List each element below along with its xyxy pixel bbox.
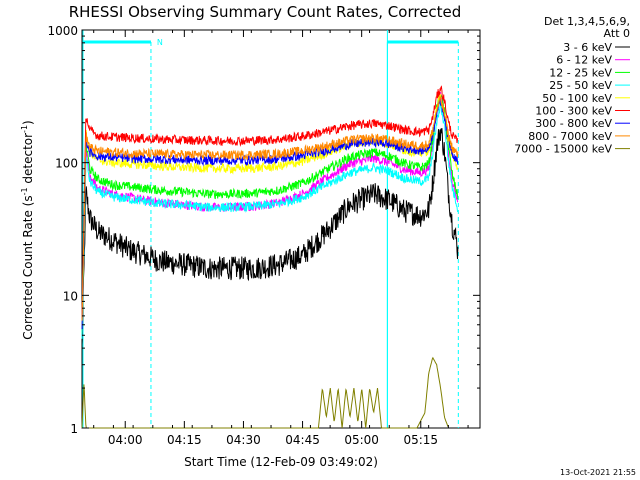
legend-entry-label: 3 - 6 keV	[563, 41, 612, 54]
series-line	[81, 92, 459, 334]
timestamp-footer: 13-Oct-2021 21:55	[560, 468, 636, 477]
legend-entry-label: 800 - 7000 keV	[528, 130, 612, 143]
series-line	[81, 103, 459, 339]
series-line	[81, 95, 459, 321]
x-tick-label: 04:00	[108, 433, 143, 447]
x-tick-label: 05:15	[403, 433, 438, 447]
legend-entry-label: 300 - 800 keV	[535, 117, 612, 130]
legend-entry-label: 50 - 100 keV	[542, 92, 612, 105]
legend-header: Det 1,3,4,5,6,9,	[544, 15, 630, 28]
legend-entry-label: 12 - 25 keV	[549, 66, 612, 79]
series-line	[81, 128, 459, 345]
legend-entry-label: 100 - 300 keV	[535, 105, 612, 118]
y-tick-label: 10	[63, 289, 78, 303]
plot-frame	[81, 29, 481, 429]
legend-entry-label: 6 - 12 keV	[556, 54, 612, 67]
series-line	[81, 98, 459, 330]
series-line	[81, 85, 459, 320]
x-tick-label: 04:15	[167, 433, 202, 447]
night-flag-label: N	[157, 38, 163, 47]
x-tick-label: 04:30	[226, 433, 261, 447]
y-tick-label: 100	[55, 157, 78, 171]
x-axis-label: Start Time (12-Feb-09 03:49:02)	[184, 455, 378, 469]
y-axis-label: Corrected Count Rate (s-1 detector-1)	[20, 120, 35, 339]
chart-title: RHESSI Observing Summary Count Rates, Co…	[69, 3, 462, 21]
series-line	[81, 356, 449, 429]
legend-entry-label: 25 - 50 keV	[549, 79, 612, 92]
legend-header: Att 0	[604, 27, 630, 40]
y-tick-label: 1	[70, 422, 78, 436]
x-tick-label: 05:00	[344, 433, 379, 447]
y-tick-label: 1000	[47, 24, 78, 38]
legend-entry-label: 7000 - 15000 keV	[514, 143, 612, 156]
x-tick-label: 04:45	[285, 433, 320, 447]
